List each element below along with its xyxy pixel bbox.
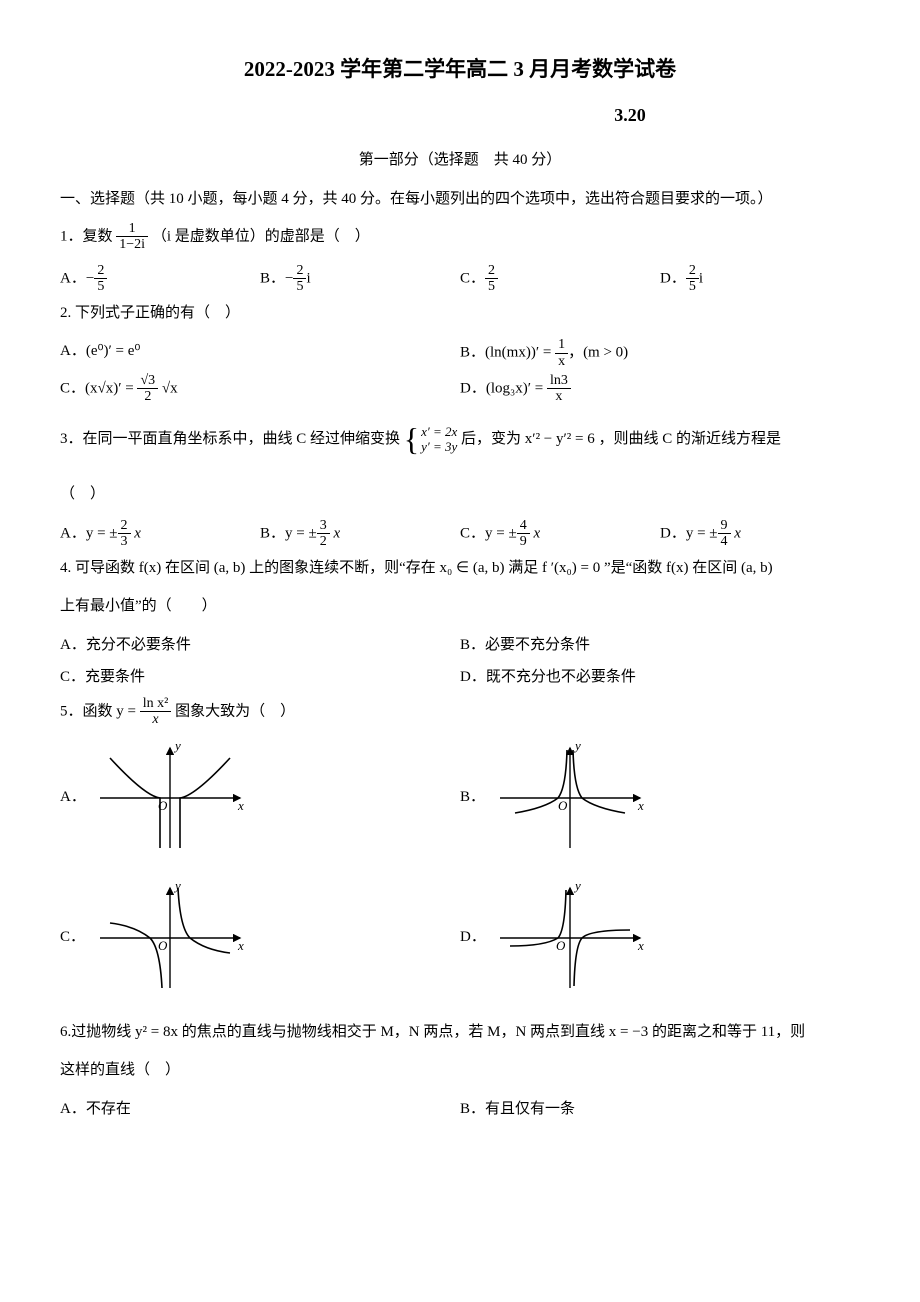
q2-options: A．(e⁰)′ = e⁰ B．(ln(mx))′ = 1x，(m > 0) C．… <box>60 337 860 409</box>
q5-label-a: A． <box>60 783 90 812</box>
question-1: 1．复数 11−2i （i 是虚数单位）的虚部是（ ） <box>60 221 860 253</box>
svg-text:x: x <box>237 798 244 813</box>
q2-opt-c: C．(x√x)′ = √32 √x <box>60 373 460 405</box>
q1-fraction: 11−2i <box>116 221 148 253</box>
svg-text:O: O <box>556 938 566 953</box>
brace-icon: { <box>404 409 419 470</box>
q3-stem-pre: 3．在同一平面直角坐标系中，曲线 C 经过伸缩变换 <box>60 431 404 447</box>
q4-opt-b: B．必要不充分条件 <box>460 631 860 660</box>
q3-opt-a: A．y = ±23 x <box>60 518 260 550</box>
q4-opt-c: C．充要条件 <box>60 663 460 692</box>
q1-options: A．−25 B．−25i C．25 D．25i <box>60 263 860 299</box>
question-5: 5．函数 y = ln x²x 图象大致为（ ） <box>60 696 860 728</box>
svg-text:O: O <box>158 938 168 953</box>
q3-opt-b: B．y = ±32 x <box>260 518 460 550</box>
svg-text:x: x <box>237 938 244 953</box>
q2-opt-d: D．(log₃x)′ = ln3x <box>460 373 860 405</box>
q5-graph-a: A． y x O <box>60 738 460 858</box>
q5-graph-c: C． y x O <box>60 878 460 998</box>
question-6-stem1: 6.过抛物线 y² = 8x 的焦点的直线与抛物线相交于 M，N 两点，若 M，… <box>60 1018 860 1047</box>
svg-text:y: y <box>173 738 181 753</box>
svg-text:y: y <box>573 878 581 893</box>
question-4-stem1: 4. 可导函数 f(x) 在区间 (a, b) 上的图象连续不断，则“存在 x₀… <box>60 554 860 583</box>
graph-d-svg: y x O <box>490 878 650 998</box>
svg-text:y: y <box>573 738 581 753</box>
page-date: 3.20 <box>60 98 860 132</box>
q3-options: A．y = ±23 x B．y = ±32 x C．y = ±49 x D．y … <box>60 518 860 554</box>
q5-graph-row1: A． y x O B． y x O <box>60 738 860 858</box>
q6-opt-b: B．有且仅有一条 <box>460 1095 860 1124</box>
question-4-stem2: 上有最小值”的（ ） <box>60 592 860 621</box>
q5-graph-d: D． y x O <box>460 878 860 998</box>
q3-system: x′ = 2xy′ = 3y <box>421 424 457 455</box>
graph-c-svg: y x O <box>90 878 250 998</box>
q6-options: A．不存在 B．有且仅有一条 <box>60 1095 860 1128</box>
svg-text:y: y <box>173 878 181 893</box>
svg-text:x: x <box>637 798 644 813</box>
q5-label-d: D． <box>460 923 490 952</box>
q4-opt-d: D．既不充分也不必要条件 <box>460 663 860 692</box>
q3-opt-c: C．y = ±49 x <box>460 518 660 550</box>
page-title: 2022-2023 学年第二学年高二 3 月月考数学试卷 <box>60 50 860 90</box>
q3-opt-d: D．y = ±94 x <box>660 518 860 550</box>
q1-opt-c: C．25 <box>460 263 660 295</box>
q5-stem-pre: 5．函数 y = <box>60 703 140 719</box>
q1-opt-a: A．−25 <box>60 263 260 295</box>
q5-stem-post: 图象大致为（ ） <box>175 703 295 719</box>
question-2-stem: 2. 下列式子正确的有（ ） <box>60 299 860 328</box>
svg-text:O: O <box>558 798 568 813</box>
question-3: 3．在同一平面直角坐标系中，曲线 C 经过伸缩变换 {x′ = 2xy′ = 3… <box>60 409 860 470</box>
q1-opt-b: B．−25i <box>260 263 460 295</box>
svg-text:x: x <box>637 938 644 953</box>
q2-opt-a: A．(e⁰)′ = e⁰ <box>60 337 460 369</box>
q2-opt-b: B．(ln(mx))′ = 1x，(m > 0) <box>460 337 860 369</box>
q4-opt-a: A．充分不必要条件 <box>60 631 460 660</box>
q1-stem-pre: 1．复数 <box>60 228 116 244</box>
q3-stem-mid: 后，变为 x′² − y′² = 6 ，则曲线 C 的渐近线方程是 <box>461 431 781 447</box>
q5-graph-row2: C． y x O D． y x O <box>60 878 860 998</box>
q5-label-b: B． <box>460 783 490 812</box>
q5-label-c: C． <box>60 923 90 952</box>
graph-a-svg: y x O <box>90 738 250 858</box>
q4-options: A．充分不必要条件 B．必要不充分条件 C．充要条件 D．既不充分也不必要条件 <box>60 631 860 696</box>
q5-graph-b: B． y x O <box>460 738 860 858</box>
section-header: 第一部分（选择题 共 40 分） <box>60 146 860 175</box>
instructions: 一、选择题（共 10 小题，每小题 4 分，共 40 分。在每小题列出的四个选项… <box>60 185 860 214</box>
q1-stem-post: （i 是虚数单位）的虚部是（ ） <box>152 228 370 244</box>
q6-opt-a: A．不存在 <box>60 1095 460 1124</box>
graph-b-svg: y x O <box>490 738 650 858</box>
q3-stem-end: （ ） <box>60 480 860 509</box>
q1-opt-d: D．25i <box>660 263 860 295</box>
question-6-stem2: 这样的直线（ ） <box>60 1056 860 1085</box>
q5-fraction: ln x²x <box>140 696 172 728</box>
